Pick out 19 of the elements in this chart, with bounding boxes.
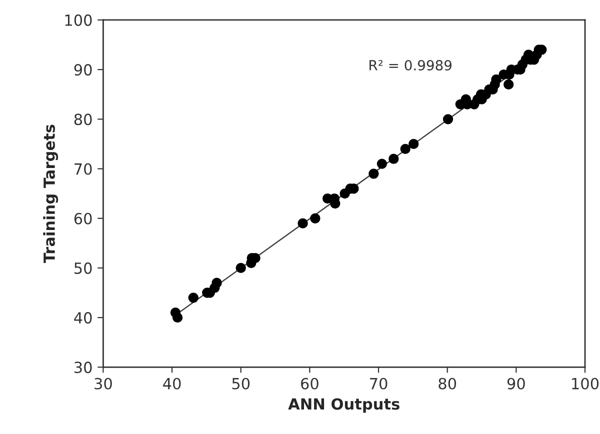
y-tick-label: 80 xyxy=(74,114,92,126)
x-tick-label: 70 xyxy=(370,378,388,390)
y-tick-label: 60 xyxy=(74,212,92,224)
y-axis-title: Training Targets xyxy=(43,124,58,264)
x-tick-label: 80 xyxy=(438,378,456,390)
x-tick-label: 90 xyxy=(507,378,525,390)
y-tick-label: 50 xyxy=(74,262,92,274)
y-tick-label: 90 xyxy=(74,64,92,76)
y-tick-label: 70 xyxy=(74,163,92,175)
x-tick-label: 100 xyxy=(572,378,599,390)
x-tick-label: 50 xyxy=(232,378,250,390)
y-tick-label: 40 xyxy=(74,312,92,324)
x-axis-title: ANN Outputs xyxy=(288,398,400,413)
y-tick-label: 100 xyxy=(65,14,92,26)
y-tick-label: 30 xyxy=(74,362,92,374)
annotation: R² = 0.9989 xyxy=(370,60,452,71)
x-tick-label: 40 xyxy=(163,378,181,390)
x-tick-label: 60 xyxy=(301,378,318,390)
x-tick-label: 30 xyxy=(94,378,112,390)
